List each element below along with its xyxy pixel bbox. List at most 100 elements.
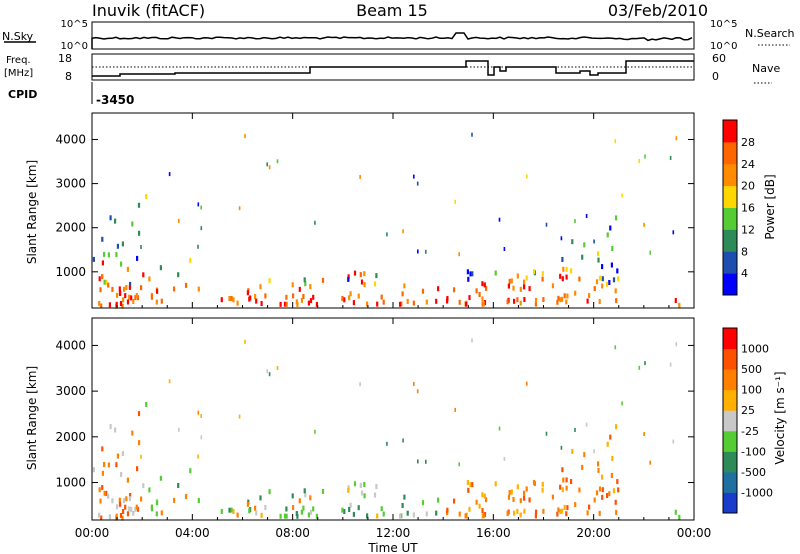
nsearch-tick-bottom: 10^0 bbox=[710, 41, 737, 52]
power-cell bbox=[611, 246, 614, 251]
colorbar-tick-label: 500 bbox=[741, 363, 762, 376]
power-cell bbox=[348, 295, 351, 301]
power-cell bbox=[248, 296, 251, 302]
x-tick-label: 16:00 bbox=[476, 526, 511, 540]
power-cell bbox=[173, 286, 176, 292]
velocity-cell bbox=[601, 474, 604, 480]
power-cell bbox=[597, 251, 600, 257]
power-cell bbox=[519, 300, 522, 306]
velocity-cell bbox=[292, 505, 295, 510]
power-cell bbox=[352, 300, 355, 306]
power-cell bbox=[259, 284, 262, 290]
power-cell bbox=[417, 249, 419, 254]
power-cell bbox=[403, 283, 406, 289]
velocity-cell bbox=[541, 487, 544, 493]
power-cell bbox=[197, 202, 200, 207]
power-cell bbox=[156, 288, 159, 294]
velocity-cell bbox=[498, 426, 501, 431]
velocity-cell bbox=[285, 506, 288, 512]
velocity-cell bbox=[425, 459, 427, 464]
velocity-cell bbox=[556, 511, 559, 517]
power-cell bbox=[260, 301, 263, 306]
velocity-cell bbox=[107, 493, 110, 499]
power-cell bbox=[402, 229, 404, 234]
colorbar-swatch bbox=[723, 389, 737, 411]
velocity-cell bbox=[303, 488, 306, 494]
beam-title: Beam 15 bbox=[356, 1, 428, 20]
power-cell bbox=[200, 226, 203, 231]
power-cell bbox=[101, 260, 104, 266]
power-cell bbox=[276, 159, 279, 164]
power-cell bbox=[560, 236, 563, 241]
y-tick-label: 3000 bbox=[55, 177, 86, 191]
velocity-cell bbox=[352, 511, 355, 517]
power-cell bbox=[120, 261, 123, 267]
power-cell bbox=[421, 288, 425, 294]
velocity-cell bbox=[468, 506, 471, 512]
power-cell bbox=[238, 206, 241, 211]
power-cell bbox=[516, 297, 519, 303]
power-cell bbox=[585, 214, 588, 218]
power-cell bbox=[566, 293, 569, 299]
velocity-cell bbox=[376, 513, 379, 519]
power-cell bbox=[588, 293, 591, 298]
velocity-cell bbox=[103, 462, 106, 467]
power-cell bbox=[107, 252, 110, 258]
velocity-cell bbox=[578, 487, 581, 493]
velocity-cell bbox=[516, 508, 519, 514]
velocity-cell bbox=[598, 486, 602, 492]
velocity-cell bbox=[475, 499, 478, 505]
x-tick-label: 00:00 bbox=[75, 526, 110, 540]
velocity-cell bbox=[478, 503, 481, 509]
power-cell bbox=[606, 232, 609, 238]
power-cell bbox=[598, 275, 602, 281]
power-cell bbox=[137, 202, 141, 208]
nsky-panel bbox=[91, 21, 695, 50]
power-cell bbox=[469, 271, 472, 277]
velocity-cell bbox=[612, 488, 616, 494]
velocity-cell bbox=[140, 454, 142, 459]
power-cell bbox=[298, 286, 301, 292]
velocity-cell bbox=[114, 427, 117, 433]
velocity-cell bbox=[565, 485, 568, 491]
power-cell bbox=[615, 298, 618, 304]
velocity-cell bbox=[260, 512, 263, 518]
velocity-cell bbox=[561, 508, 564, 514]
velocity-cell bbox=[295, 511, 298, 516]
power-cell bbox=[672, 230, 675, 235]
power-cell bbox=[109, 215, 112, 221]
velocity-cell bbox=[523, 508, 526, 514]
velocity-cell bbox=[101, 470, 104, 476]
colorbar-swatch bbox=[723, 369, 737, 391]
power-cell bbox=[532, 269, 536, 275]
power-cell bbox=[512, 285, 515, 291]
power-cell bbox=[649, 250, 651, 255]
velocity-cell bbox=[464, 513, 468, 519]
velocity-cell bbox=[121, 451, 124, 457]
velocity-cell bbox=[551, 494, 554, 500]
velocity-cell bbox=[98, 512, 101, 518]
power-cell bbox=[347, 274, 350, 280]
power-cell bbox=[119, 301, 123, 306]
velocity-cell bbox=[348, 507, 351, 512]
power-cell bbox=[435, 298, 438, 304]
velocity-cell bbox=[519, 512, 522, 518]
velocity-cell bbox=[353, 481, 357, 487]
velocity-colorbar: 1000 500 100 25 -25 -100 -500 -1000 bbox=[723, 328, 773, 514]
power-cell bbox=[481, 281, 484, 287]
y-tick-label: 1000 bbox=[55, 476, 86, 490]
velocity-cell bbox=[128, 496, 131, 502]
velocity-cell bbox=[669, 362, 672, 367]
velocity-cell bbox=[142, 483, 145, 489]
colorbar-swatch bbox=[723, 273, 737, 296]
velocity-cell bbox=[259, 495, 262, 501]
power-cell bbox=[121, 303, 124, 309]
power-cell bbox=[519, 286, 522, 292]
velocity-cell bbox=[412, 512, 415, 518]
nsky-trace bbox=[91, 32, 693, 49]
velocity-cell bbox=[481, 508, 484, 514]
power-cell bbox=[136, 295, 140, 301]
power-cell bbox=[437, 286, 440, 292]
velocity-cell bbox=[268, 372, 271, 377]
power-cell bbox=[412, 300, 415, 306]
